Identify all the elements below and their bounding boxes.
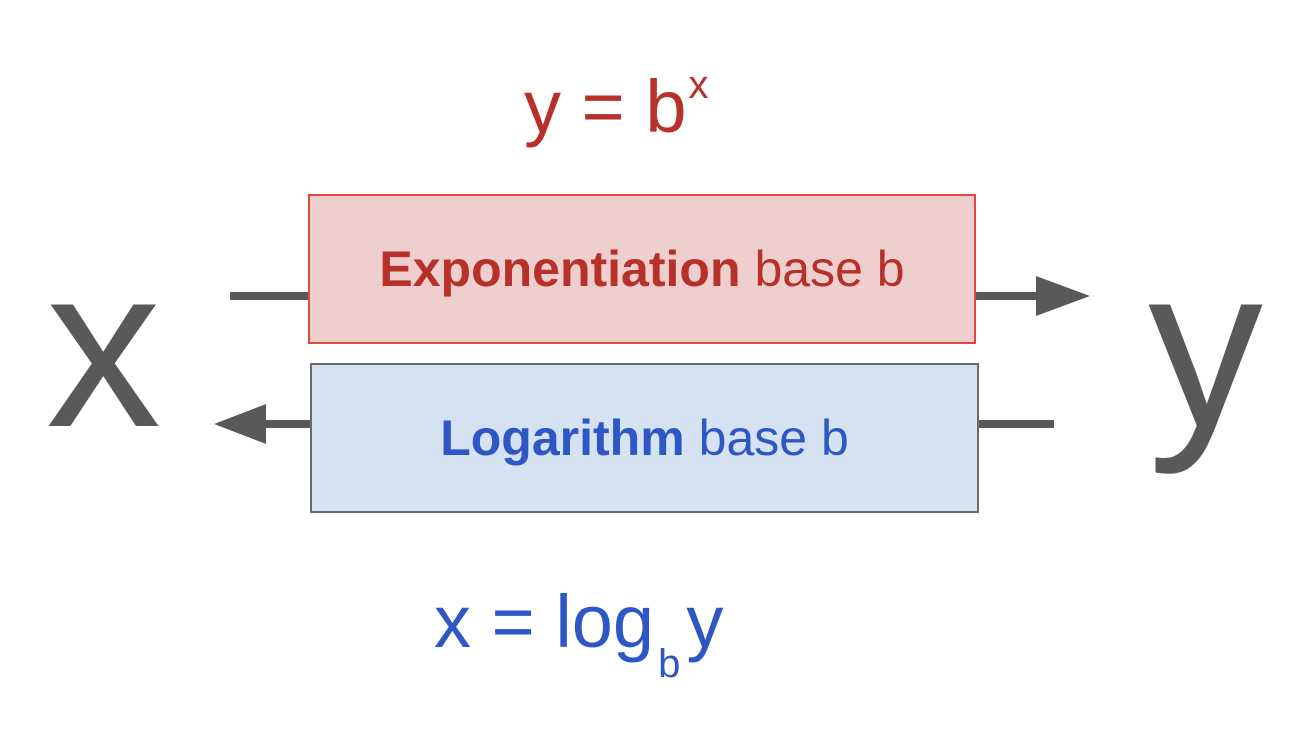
logarithm-formula-subscript: b	[658, 642, 681, 686]
logarithm-box-rest-label: base b	[698, 410, 849, 466]
exponentiation-box: Exponentiation base b	[308, 194, 976, 344]
variable-x: x	[46, 218, 161, 475]
exponentiation-box-bold-label: Exponentiation	[379, 241, 741, 297]
variable-y: y	[1148, 218, 1263, 475]
logarithm-formula: x = logby	[434, 585, 723, 685]
exponential-formula-base: y = b	[524, 65, 687, 148]
forward-arrow-head	[1036, 276, 1090, 316]
exponential-formula: y = bx	[524, 65, 709, 144]
inverse-arrow-head	[214, 404, 266, 444]
exponential-formula-exponent: x	[688, 63, 709, 107]
logarithm-box-bold-label: Logarithm	[440, 410, 685, 466]
logarithm-formula-suffix: y	[686, 580, 724, 663]
logarithm-box: Logarithm base b	[310, 363, 979, 513]
logarithm-formula-prefix: x = log	[434, 580, 655, 663]
exponentiation-box-rest-label: base b	[754, 241, 905, 297]
